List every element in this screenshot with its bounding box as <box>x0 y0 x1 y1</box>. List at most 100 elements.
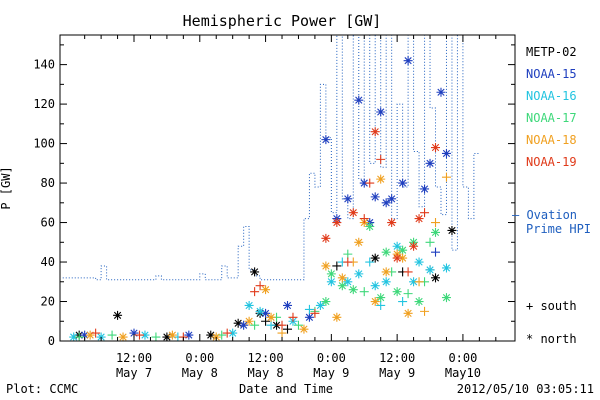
point-north <box>354 95 364 105</box>
point-north <box>272 320 282 330</box>
point-north <box>85 330 95 340</box>
point-south <box>288 312 298 322</box>
point-south <box>74 332 84 342</box>
point-north <box>69 332 79 342</box>
legend: METP-02 NOAA-15 NOAA-16 NOAA-17 NOAA-18 NOAA-… <box>512 45 591 346</box>
point-north <box>326 269 336 279</box>
point-north <box>425 158 435 168</box>
x-tick-label-time: 12:00 <box>116 351 152 365</box>
x-tick-label-date: May 8 <box>248 366 284 380</box>
point-north <box>343 194 353 204</box>
legend-item-noaa-18: NOAA-18 <box>526 133 577 147</box>
point-north <box>414 257 424 267</box>
y-tick-label: 140 <box>33 58 55 72</box>
point-north <box>354 269 364 279</box>
ovation-hpi-line <box>62 34 480 281</box>
series-metp-02 <box>74 225 457 342</box>
point-north <box>431 227 441 237</box>
point-north <box>447 225 457 235</box>
point-north <box>80 330 90 340</box>
point-north <box>140 330 150 340</box>
legend-ovation-line2: Prime HPI <box>526 222 591 236</box>
point-south <box>343 249 353 259</box>
point-south <box>403 267 413 277</box>
point-north <box>436 87 446 97</box>
point-north <box>118 332 128 342</box>
ovation-layer <box>62 34 480 281</box>
point-north <box>206 330 216 340</box>
point-north <box>387 194 397 204</box>
point-south <box>420 208 430 218</box>
point-north <box>381 267 391 277</box>
point-south <box>250 320 260 330</box>
point-north <box>420 184 430 194</box>
x-tick-label-time: 12:00 <box>379 351 415 365</box>
plot-credit: Plot: CCMC <box>6 382 78 396</box>
point-north <box>343 277 353 287</box>
point-north <box>348 285 358 295</box>
point-north <box>266 312 276 322</box>
point-south <box>151 332 161 342</box>
plot-timestamp: 2012/05/10 03:05:11 <box>457 382 594 396</box>
y-tick-label: 40 <box>41 255 55 269</box>
x-tick-label-time: 0:00 <box>317 351 346 365</box>
x-tick-label-time: 0:00 <box>448 351 477 365</box>
legend-south: + south <box>526 299 577 313</box>
x-tick-label-date: May 9 <box>313 366 349 380</box>
point-south <box>107 330 117 340</box>
point-north <box>370 281 380 291</box>
point-south <box>304 304 314 314</box>
point-north <box>370 127 380 137</box>
point-north <box>348 208 358 218</box>
x-tick-label-date: May10 <box>445 366 481 380</box>
point-north <box>129 328 139 338</box>
point-north <box>392 241 402 251</box>
point-north <box>376 107 386 117</box>
point-south <box>293 320 303 330</box>
point-north <box>431 273 441 283</box>
point-south <box>431 218 441 228</box>
point-north <box>381 277 391 287</box>
point-south <box>359 214 369 224</box>
legend-item-noaa-15: NOAA-15 <box>526 67 577 81</box>
point-north <box>370 297 380 307</box>
y-ticks: 0 20 40 60 80 100 120 140 <box>33 44 515 348</box>
point-north <box>376 174 386 184</box>
point-north <box>326 277 336 287</box>
point-north <box>255 306 265 316</box>
x-tick-label-time: 12:00 <box>248 351 284 365</box>
point-north <box>261 285 271 295</box>
legend-ovation-line1: — Ovation <box>512 208 577 222</box>
point-north <box>321 135 331 145</box>
point-south <box>398 297 408 307</box>
point-north <box>321 233 331 243</box>
point-south <box>343 257 353 267</box>
y-tick-label: 120 <box>33 97 55 111</box>
point-north <box>441 263 451 273</box>
point-north <box>337 281 347 291</box>
point-north <box>398 178 408 188</box>
point-north <box>431 143 441 153</box>
point-south <box>376 154 386 164</box>
plot-frame <box>59 34 516 342</box>
point-south <box>255 281 265 291</box>
points-layer <box>69 56 457 342</box>
point-north <box>337 273 347 283</box>
point-north <box>403 308 413 318</box>
point-north <box>332 312 342 322</box>
point-south <box>261 316 271 326</box>
point-south <box>222 328 232 338</box>
y-tick-label: 80 <box>41 176 55 190</box>
point-south <box>266 320 276 330</box>
point-north <box>376 293 386 303</box>
x-tick-label-date: May 9 <box>379 366 415 380</box>
point-south <box>376 300 386 310</box>
point-north <box>409 277 419 287</box>
x-tick-label-time: 0:00 <box>185 351 214 365</box>
point-south <box>359 287 369 297</box>
point-north <box>370 253 380 263</box>
point-south <box>425 237 435 247</box>
point-north <box>409 241 419 251</box>
